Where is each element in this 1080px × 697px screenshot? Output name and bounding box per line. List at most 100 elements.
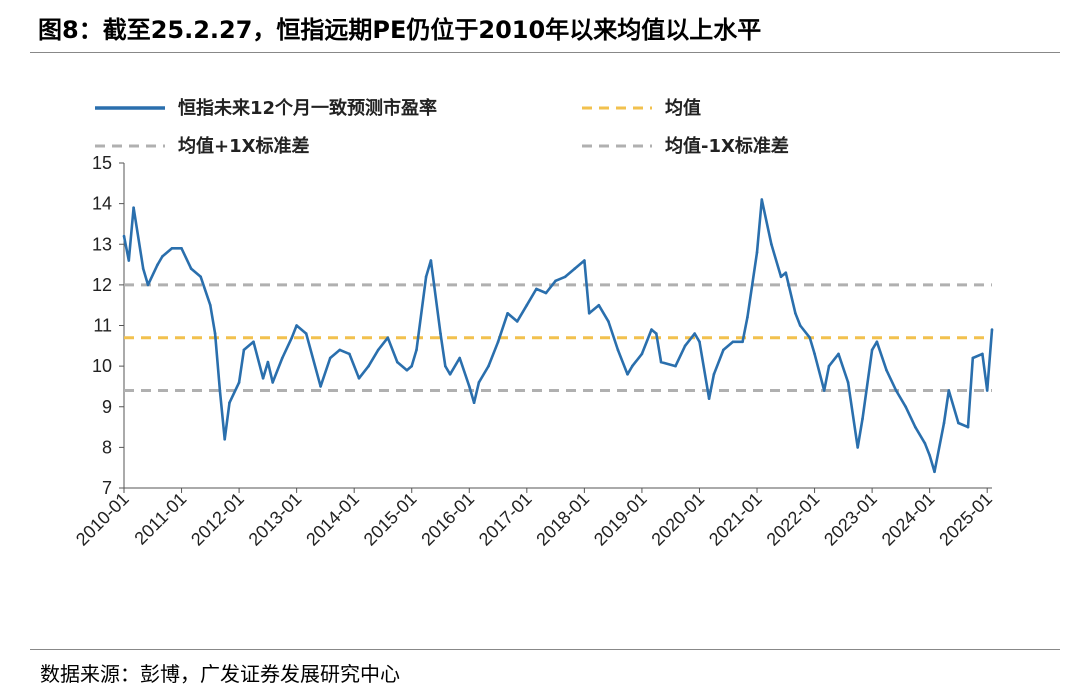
pe-data-point [304,332,308,335]
pe-data-point [957,421,960,425]
pe-data-point [141,267,145,270]
pe-data-point [535,287,538,291]
pe-data-point [607,320,610,323]
pe-data-point [722,348,725,352]
legend-label-plus1sd: 均值+1X标准差 [178,135,309,157]
pe-data-point [271,381,275,384]
y-tick-label: 7 [102,478,112,498]
pe-data-point [798,324,802,327]
pe-data-point [904,405,907,409]
pe-data-point [357,377,361,380]
pe-data-point [439,332,442,335]
pe-data-point [376,348,380,352]
pe-data-point [573,267,577,270]
pe-data-point [328,356,332,360]
y-tick-label: 13 [92,234,112,254]
pe-data-point [281,356,284,360]
y-tick-label: 8 [102,437,112,457]
source-divider [30,649,1060,650]
pe-data-point [468,385,471,388]
pe-data-point [640,352,644,356]
pe-data-point [506,312,509,315]
pe-data-point [650,328,653,331]
x-tick-label: 2023-01 [820,489,881,550]
pe-data-point [827,364,831,368]
pe-data-point [156,263,159,266]
pe-data-point [985,389,989,392]
axes: 7891011121314152010-012011-012012-012013… [72,153,996,550]
legend-label-minus1sd: 均值-1X标准差 [665,135,789,157]
pe-data-point [712,373,716,376]
pe-data-point [448,373,452,376]
pe-data-point [396,360,399,364]
pe-data-point [252,340,255,344]
pe-data-point [587,312,591,315]
pe-data-point [515,320,519,323]
pe-data-point [707,397,711,400]
pe-data-point [122,234,126,238]
legend-label-mean: 均值 [665,97,701,119]
pe-data-point [242,348,246,352]
x-tick-label: 2013-01 [245,489,306,550]
pe-data-point [444,364,447,368]
x-tick-label: 2016-01 [417,489,478,550]
pe-data-point [923,442,927,445]
pe-data-point [933,470,936,474]
pe-data-point [295,324,298,327]
pe-data-point [180,247,183,250]
pe-data-point [731,340,735,344]
pe-data-point [966,425,970,429]
pe-data-point [659,360,663,364]
pe-data-point [424,275,428,279]
pe-data-point [856,446,859,449]
pe-data-point [525,303,529,307]
pe-data-point [170,247,174,250]
x-tick-label: 2015-01 [360,489,421,550]
x-tick-label: 2024-01 [878,489,939,550]
pe-data-point [348,352,351,356]
x-tick-label: 2012-01 [187,489,248,550]
pe-data-point [367,364,370,368]
pe-data-point [846,381,850,384]
pe-data-point [199,275,202,279]
pe-data-point [698,340,701,344]
y-tick-label: 12 [92,275,112,295]
pe-data-point [870,348,874,352]
pe-data-point [429,259,433,262]
pe-data-point [209,303,212,307]
pe-data-point [290,336,294,340]
pe-data-point [928,454,931,457]
pe-data-point [914,425,917,429]
x-tick-label: 2020-01 [647,489,708,550]
pe-data-point [415,348,418,352]
y-tick-label: 9 [102,397,112,417]
x-tick-label: 2018-01 [532,489,593,550]
pe-data-point [472,401,476,405]
x-tick-label: 2017-01 [475,489,536,550]
pe-data-point [631,364,634,368]
pe-data-point [146,283,150,287]
pe-series-line [122,198,994,474]
x-tick-label: 2019-01 [590,489,651,550]
pe-data-point [616,348,620,352]
pe-data-point [942,421,946,425]
y-tick-label: 15 [92,153,112,173]
y-tick-label: 10 [92,356,112,376]
pe-data-point [161,255,164,258]
legend-label-pe: 恒指未来12个月一致预测市盈率 [178,97,437,119]
pe-data-point [544,291,548,295]
pe-data-point [861,417,864,421]
pe-data-point [132,206,135,209]
pe-data-point [228,401,231,405]
pe-data-point [808,336,812,340]
pe-data-point [760,198,764,201]
pe-data-point [784,271,788,275]
pe-data-point [875,340,879,344]
x-tick-label: 2025-01 [935,489,996,550]
pe-data-point [837,352,840,356]
pe-data-point [477,381,481,384]
pe-data-point [894,389,898,392]
reference-lines [124,283,992,392]
pe-data-point [319,385,322,388]
